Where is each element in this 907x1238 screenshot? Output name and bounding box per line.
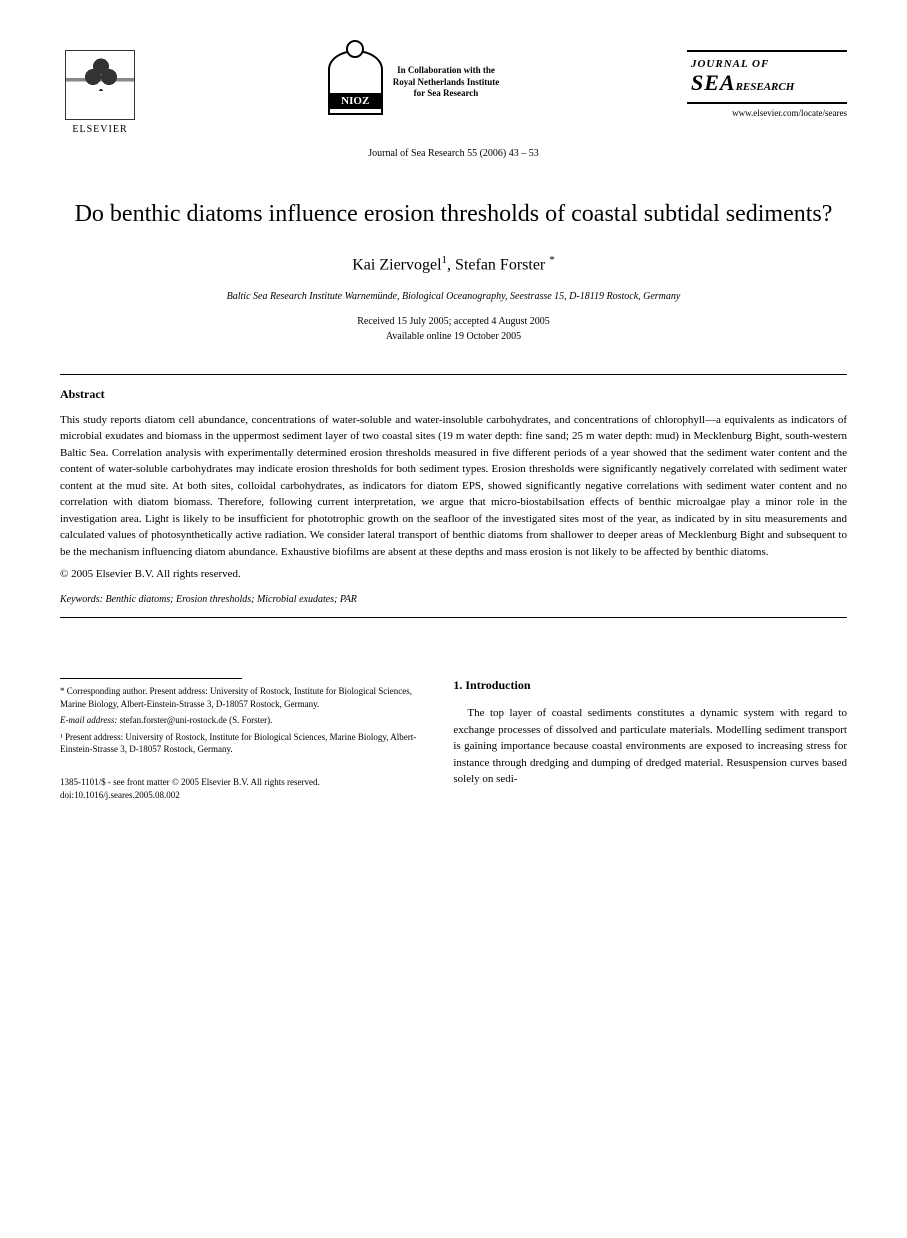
elsevier-tree-icon: [65, 50, 135, 120]
journal-logo-box: JOURNAL OF SEARESEARCH: [687, 50, 847, 104]
footnote-email: E-mail address: stefan.forster@uni-rosto…: [60, 714, 423, 727]
divider: [60, 374, 847, 375]
elsevier-label: ELSEVIER: [72, 124, 127, 135]
nioz-caption-line: for Sea Research: [393, 88, 500, 100]
sea-research-text: SEARESEARCH: [691, 70, 843, 96]
footer-doi: doi:10.1016/j.seares.2005.08.002: [60, 789, 423, 802]
nioz-caption-line: Royal Netherlands Institute: [393, 77, 500, 89]
elsevier-logo: ELSEVIER: [60, 50, 140, 140]
copyright: © 2005 Elsevier B.V. All rights reserved…: [60, 568, 847, 580]
article-title: Do benthic diatoms influence erosion thr…: [60, 199, 847, 230]
received-date: Received 15 July 2005; accepted 4 August…: [60, 314, 847, 329]
authors: Kai Ziervogel1, Stefan Forster *: [60, 254, 847, 274]
footnote-divider: [60, 678, 242, 679]
affiliation: Baltic Sea Research Institute Warnemünde…: [60, 291, 847, 302]
email-value: stefan.forster@uni-rostock.de (S. Forste…: [117, 715, 272, 725]
keywords-label: Keywords:: [60, 594, 103, 605]
right-column: 1. Introduction The top layer of coastal…: [453, 678, 847, 801]
citation-line: Journal of Sea Research 55 (2006) 43 – 5…: [60, 148, 847, 159]
sea-text: SEA: [691, 70, 736, 95]
nioz-block: NIOZ In Collaboration with the Royal Net…: [328, 50, 500, 115]
journal-of-text: JOURNAL OF: [691, 58, 843, 70]
research-text: RESEARCH: [736, 81, 795, 93]
keywords-values: Benthic diatoms; Erosion thresholds; Mic…: [103, 594, 357, 605]
left-column: * Corresponding author. Present address:…: [60, 678, 423, 801]
footnote-corresponding: * Corresponding author. Present address:…: [60, 685, 423, 710]
available-date: Available online 19 October 2005: [60, 329, 847, 344]
introduction-heading: 1. Introduction: [453, 678, 847, 693]
author-1-sup: 1: [442, 254, 448, 266]
divider: [60, 617, 847, 618]
footer-issn: 1385-1101/$ - see front matter © 2005 El…: [60, 776, 423, 789]
author-2: Stefan Forster: [455, 257, 545, 274]
dates-block: Received 15 July 2005; accepted 4 August…: [60, 314, 847, 344]
email-label: E-mail address:: [60, 715, 117, 725]
journal-logo-wrapper: JOURNAL OF SEARESEARCH www.elsevier.com/…: [687, 50, 847, 118]
keywords: Keywords: Benthic diatoms; Erosion thres…: [60, 594, 847, 605]
introduction-body: The top layer of coastal sediments const…: [453, 705, 847, 788]
nioz-caption-line: In Collaboration with the: [393, 65, 500, 77]
author-2-sup: *: [549, 254, 555, 266]
two-column-layout: * Corresponding author. Present address:…: [60, 678, 847, 801]
author-1: Kai Ziervogel: [352, 257, 441, 274]
abstract-body: This study reports diatom cell abundance…: [60, 412, 847, 561]
nioz-caption: In Collaboration with the Royal Netherla…: [393, 65, 500, 100]
abstract-heading: Abstract: [60, 387, 847, 402]
nioz-logo-text: NIOZ: [330, 93, 381, 109]
header-row: ELSEVIER NIOZ In Collaboration with the …: [60, 50, 847, 140]
footnote-1: ¹ Present address: University of Rostock…: [60, 731, 423, 756]
nioz-logo-icon: NIOZ: [328, 50, 383, 115]
journal-url: www.elsevier.com/locate/seares: [687, 108, 847, 118]
